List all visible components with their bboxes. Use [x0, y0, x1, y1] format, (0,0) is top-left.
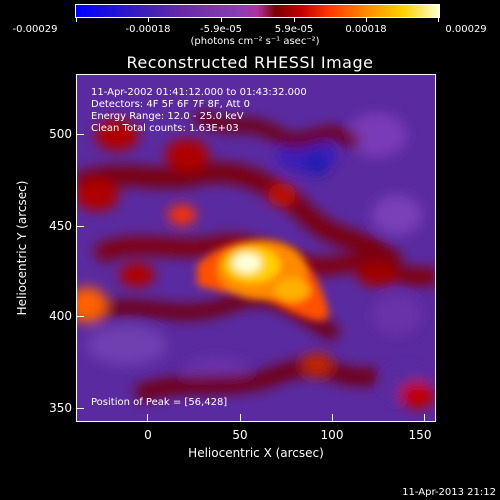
algorithm-text: Clean Total counts: 1.63E+03	[91, 123, 239, 134]
y-tick	[76, 226, 84, 227]
x-tick	[240, 414, 241, 422]
colorbar-tick-label: 0.00029	[445, 24, 487, 35]
x-tick-label: 0	[144, 428, 152, 442]
colorbar-tick	[221, 18, 222, 22]
colorbar-tick	[76, 18, 77, 22]
y-tick	[76, 134, 84, 135]
y-tick-label: 500	[49, 127, 72, 141]
colorbar-tick-label: -0.00029	[12, 24, 58, 35]
y-tick-label: 350	[49, 401, 72, 415]
time-range-text: 11-Apr-2002 01:41:12.000 to 01:43:32.000	[91, 87, 307, 98]
x-axis-label: Heliocentric X (arcsec)	[188, 446, 324, 460]
colorbar-tick-label: -5.9e-05	[200, 24, 242, 35]
heatmap-svg	[77, 75, 435, 421]
colorbar-tick	[438, 18, 439, 22]
x-tick-label: 50	[232, 428, 248, 442]
y-tick-label: 400	[49, 309, 72, 323]
colorbar-tick	[366, 18, 367, 22]
colorbar	[75, 4, 440, 18]
x-tick	[147, 414, 148, 422]
timestamp: 11-Apr-2013 21:12	[402, 487, 496, 498]
y-axis-label: Heliocentric Y (arcsec)	[15, 180, 29, 316]
peak-position-text: Position of Peak = [56,428]	[91, 397, 228, 408]
x-tick-label: 150	[408, 428, 432, 442]
x-tick	[424, 414, 425, 422]
colorbar-tick-label: 5.9e-05	[274, 24, 314, 35]
y-tick	[76, 408, 84, 409]
heatmap-image: 11-Apr-2002 01:41:12.000 to 01:43:32.000…	[76, 74, 436, 422]
colorbar-tick	[148, 18, 149, 22]
energy-range-text: Energy Range: 12.0 - 25.0 keV	[91, 111, 244, 122]
colorbar-tick-label: 0.00018	[345, 24, 387, 35]
x-tick-label: 100	[320, 428, 344, 442]
colorbar-tick	[294, 18, 295, 22]
chart-title: Reconstructed RHESSI Image	[126, 53, 374, 72]
detectors-text: Detectors: 4F 5F 6F 7F 8F, Att 0	[91, 99, 251, 110]
y-tick	[76, 316, 84, 317]
colorbar-tick-label: -0.00018	[125, 24, 171, 35]
y-tick-label: 450	[49, 219, 72, 233]
colorbar-units: (photons cm⁻² s⁻¹ asec⁻²)	[190, 36, 320, 47]
x-tick	[332, 414, 333, 422]
